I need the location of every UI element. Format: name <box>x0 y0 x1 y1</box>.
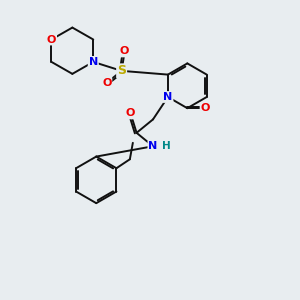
Text: O: O <box>201 103 210 113</box>
Text: O: O <box>120 46 129 56</box>
Text: N: N <box>148 141 158 151</box>
Text: N: N <box>163 92 172 102</box>
Text: O: O <box>47 34 56 44</box>
Text: S: S <box>117 64 126 77</box>
Text: N: N <box>88 57 98 67</box>
Text: O: O <box>102 78 111 88</box>
Text: H: H <box>162 141 171 151</box>
Text: O: O <box>126 108 135 118</box>
